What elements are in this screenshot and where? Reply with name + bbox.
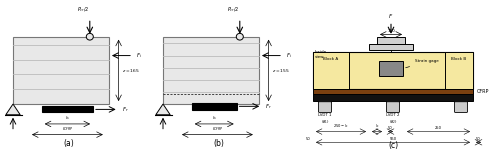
Text: 150: 150: [387, 29, 395, 33]
Bar: [163, 37, 259, 104]
Text: CFRP: CFRP: [477, 89, 490, 94]
Circle shape: [236, 33, 244, 40]
Bar: [313, 52, 349, 89]
Text: (c): (c): [388, 141, 398, 150]
Bar: [13, 37, 109, 104]
Text: Block A: Block A: [324, 57, 338, 61]
Text: $F_r$: $F_r$: [122, 105, 128, 114]
Text: $F_i$: $F_i$: [136, 51, 142, 60]
Bar: [192, 103, 236, 110]
Polygon shape: [6, 104, 20, 115]
Bar: [313, 94, 473, 101]
Text: Block B: Block B: [452, 57, 466, 61]
Text: 50: 50: [306, 137, 310, 141]
FancyBboxPatch shape: [454, 102, 468, 112]
Circle shape: [86, 33, 94, 40]
Bar: [313, 89, 473, 94]
FancyBboxPatch shape: [318, 102, 332, 112]
Text: $l_{CFRP}$: $l_{CFRP}$: [62, 125, 73, 133]
Text: 550: 550: [390, 137, 396, 141]
Text: (b): (b): [214, 139, 224, 148]
Bar: [379, 61, 403, 76]
Text: (a): (a): [64, 139, 74, 148]
Bar: [445, 52, 473, 89]
Text: $l_s$: $l_s$: [212, 115, 216, 122]
Text: Strain gage: Strain gage: [406, 59, 439, 68]
Text: $F_i$: $F_i$: [286, 51, 292, 60]
Text: LVDT 2
$(\delta_2)$: LVDT 2 $(\delta_2)$: [386, 113, 400, 126]
Text: 250: 250: [435, 126, 442, 130]
Text: $l_{CFRP}$: $l_{CFRP}$: [212, 125, 223, 133]
Text: $F$: $F$: [388, 12, 394, 20]
Text: $z=155$: $z=155$: [272, 67, 289, 74]
Text: $l_s$: $l_s$: [65, 115, 70, 122]
Text: $250-l_s$: $250-l_s$: [333, 122, 349, 130]
Text: Inside
view: Inside view: [315, 50, 327, 59]
FancyBboxPatch shape: [386, 102, 400, 112]
Bar: [369, 44, 413, 50]
Text: $P_{cr}/2$: $P_{cr}/2$: [77, 5, 90, 14]
Text: $z=165$: $z=165$: [122, 67, 140, 74]
Text: $l_s$: $l_s$: [375, 122, 379, 130]
Text: $F_r$: $F_r$: [266, 102, 272, 111]
Text: $P_{cr}/2$: $P_{cr}/2$: [227, 5, 239, 14]
Text: LVDT 1
$(\delta_1)$: LVDT 1 $(\delta_1)$: [318, 113, 332, 126]
Bar: [377, 37, 405, 44]
Text: 50: 50: [476, 137, 480, 141]
Bar: [42, 106, 93, 112]
Bar: [313, 52, 473, 89]
Text: 50: 50: [388, 126, 393, 130]
Polygon shape: [156, 104, 170, 115]
